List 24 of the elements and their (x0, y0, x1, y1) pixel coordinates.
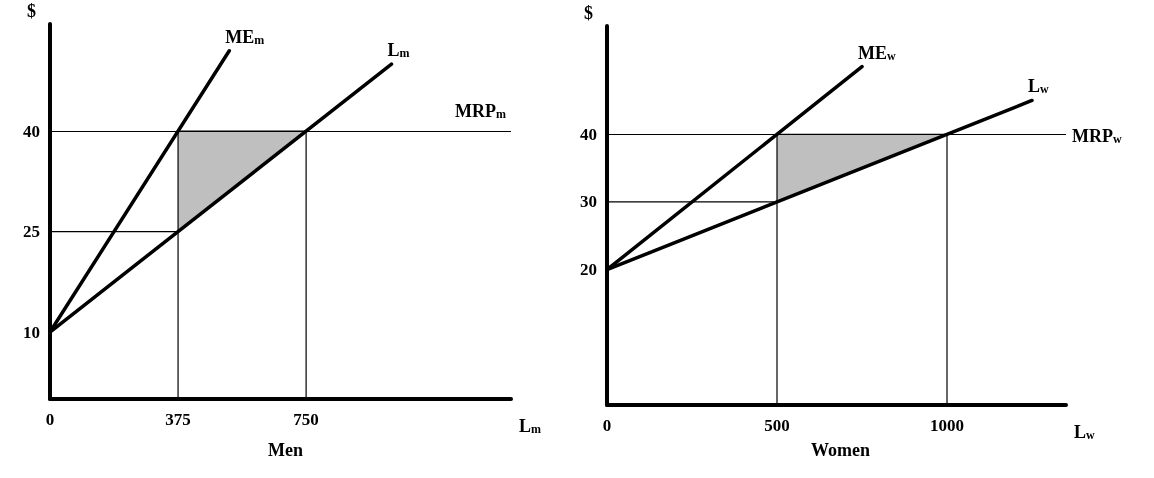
y-tick-label: 40 (580, 124, 597, 144)
x-tick-label: 0 (602, 416, 612, 435)
ref-line-label: MRPm (455, 101, 506, 122)
text: Men (268, 440, 303, 460)
y-tick-label: 40 (23, 121, 40, 141)
x-tick-label: 1000 (930, 416, 964, 435)
y-axis-title: $ (584, 3, 593, 23)
series-label: MEm (225, 26, 265, 47)
ref-line-label: MRPw (1072, 126, 1122, 147)
text: Women (810, 440, 871, 460)
x-tick-label: 750 (293, 410, 319, 429)
x-tick-label: 375 (165, 410, 191, 429)
y-tick-label: 25 (23, 222, 40, 242)
series-label: Lm (387, 40, 410, 61)
x-axis-title: Lw (1074, 422, 1096, 442)
y-axis-title: $ (27, 1, 36, 21)
y-tick-label: 20 (580, 260, 597, 280)
y-tick-label: 30 (580, 192, 597, 212)
series-label: Lw (1028, 76, 1050, 97)
series-label: MEw (858, 42, 896, 63)
y-tick-label: 10 (23, 322, 40, 342)
x-axis-title: Lm (519, 416, 542, 436)
x-tick-label: 0 (45, 410, 55, 429)
x-tick-label: 500 (764, 416, 790, 435)
